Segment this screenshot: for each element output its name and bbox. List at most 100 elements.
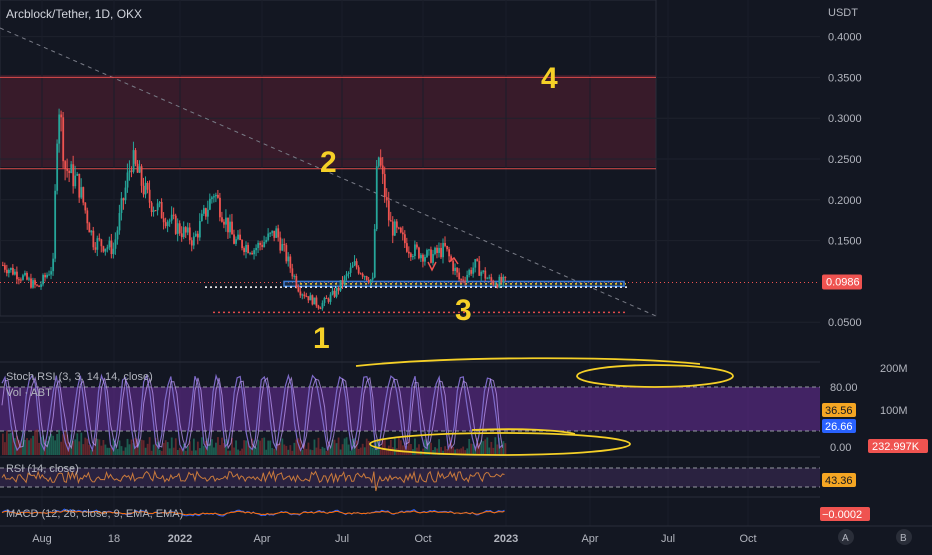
volume-bar bbox=[500, 446, 503, 455]
volume-bar bbox=[494, 437, 497, 455]
volume-bar bbox=[40, 437, 42, 455]
volume-bar bbox=[504, 443, 507, 455]
candle-body bbox=[466, 274, 469, 281]
price-tick-label: 0.2000 bbox=[828, 195, 862, 207]
log-scale-button[interactable] bbox=[896, 529, 912, 545]
candles[interactable] bbox=[2, 108, 507, 311]
candle-body bbox=[88, 223, 91, 233]
volume-bar bbox=[349, 450, 352, 455]
time-tick-label: 18 bbox=[108, 533, 120, 545]
candle-body bbox=[255, 247, 258, 251]
volume-bar bbox=[496, 444, 499, 455]
candle-body bbox=[393, 221, 396, 236]
volume-bar bbox=[56, 433, 59, 455]
candle-body bbox=[430, 249, 432, 263]
candle-body bbox=[82, 187, 85, 203]
candle-body bbox=[295, 276, 298, 287]
candle-body bbox=[474, 259, 477, 268]
candle-body bbox=[18, 279, 20, 281]
volume-bar bbox=[502, 441, 505, 455]
candle-body bbox=[454, 267, 457, 272]
volume-bar bbox=[416, 447, 418, 455]
candle-body bbox=[203, 208, 205, 214]
candle-body bbox=[217, 194, 219, 198]
volume-bar bbox=[462, 446, 465, 455]
support-zone[interactable] bbox=[283, 280, 625, 288]
candle-body bbox=[496, 284, 499, 288]
candle-body bbox=[498, 276, 501, 288]
volume-bar bbox=[50, 433, 53, 455]
volume-bar bbox=[198, 448, 201, 455]
volume-bar bbox=[54, 440, 57, 455]
volume-bar bbox=[464, 450, 467, 455]
candle-body bbox=[245, 244, 248, 253]
candle-body bbox=[233, 234, 235, 244]
candle-body bbox=[490, 277, 493, 281]
volume-bar bbox=[164, 440, 167, 455]
volume-bar bbox=[291, 450, 294, 455]
volume-bar bbox=[170, 437, 173, 455]
candle-body bbox=[355, 261, 358, 268]
highlight-ellipse-top bbox=[576, 364, 734, 388]
volume-bar bbox=[104, 444, 107, 455]
volume-bar bbox=[331, 439, 334, 455]
volume-bar bbox=[367, 441, 370, 455]
volume-bar bbox=[301, 450, 304, 455]
volume-bar bbox=[315, 447, 318, 455]
candle-body bbox=[414, 244, 416, 256]
candle-body bbox=[484, 270, 487, 279]
volume-bar bbox=[408, 439, 410, 455]
volume-bar bbox=[458, 449, 461, 455]
volume-bar bbox=[215, 442, 217, 455]
time-tick-labels[interactable]: Aug 18 2022 Apr Jul Oct 2023 Apr Jul Oct bbox=[32, 533, 756, 545]
volume-bar bbox=[38, 442, 40, 455]
candle-body bbox=[205, 208, 207, 217]
candle-body bbox=[291, 268, 294, 277]
volume-bar bbox=[430, 442, 432, 455]
volume-bar bbox=[114, 442, 117, 455]
stoch-d-line bbox=[1, 376, 503, 450]
volume-bar bbox=[122, 450, 125, 455]
volume-bar bbox=[399, 440, 402, 455]
volume-bar bbox=[146, 443, 149, 455]
volume-bar bbox=[247, 441, 250, 455]
candle-body bbox=[323, 297, 326, 303]
volume-bar bbox=[223, 442, 225, 455]
candle-body bbox=[285, 245, 288, 262]
candle-body bbox=[142, 185, 145, 195]
candle-body bbox=[321, 302, 324, 309]
candle-body bbox=[160, 202, 163, 219]
candle-body bbox=[375, 166, 378, 230]
volume-bar bbox=[329, 447, 332, 455]
auto-scale-button[interactable] bbox=[838, 529, 854, 545]
volume-bar bbox=[269, 440, 272, 455]
volume-bar bbox=[385, 449, 388, 455]
candle-body bbox=[412, 255, 414, 258]
volume-bar bbox=[231, 437, 233, 455]
volume-bar bbox=[132, 442, 135, 455]
candle-body bbox=[94, 247, 97, 250]
volume-bar bbox=[32, 435, 34, 455]
volume-bar bbox=[492, 447, 495, 455]
candle-body bbox=[130, 170, 133, 172]
volume-bar bbox=[251, 438, 254, 455]
volume-bar bbox=[168, 448, 171, 455]
price-tick-label: 0.1500 bbox=[828, 236, 862, 248]
volume-bar bbox=[221, 437, 223, 455]
volume-bar bbox=[108, 447, 111, 455]
price-axis[interactable] bbox=[820, 0, 932, 526]
candle-body bbox=[186, 227, 189, 233]
candle-body bbox=[229, 221, 231, 233]
candle-body bbox=[482, 270, 485, 272]
candle-body bbox=[331, 290, 334, 295]
candle-body bbox=[337, 287, 340, 291]
candle-body bbox=[275, 228, 278, 238]
candle-body bbox=[124, 187, 127, 201]
volume-bar bbox=[4, 442, 6, 455]
volume-bar bbox=[24, 439, 26, 455]
volume-bar bbox=[186, 446, 189, 455]
candle-body bbox=[223, 221, 225, 225]
volume-bar bbox=[444, 446, 446, 455]
candle-body bbox=[367, 279, 370, 283]
